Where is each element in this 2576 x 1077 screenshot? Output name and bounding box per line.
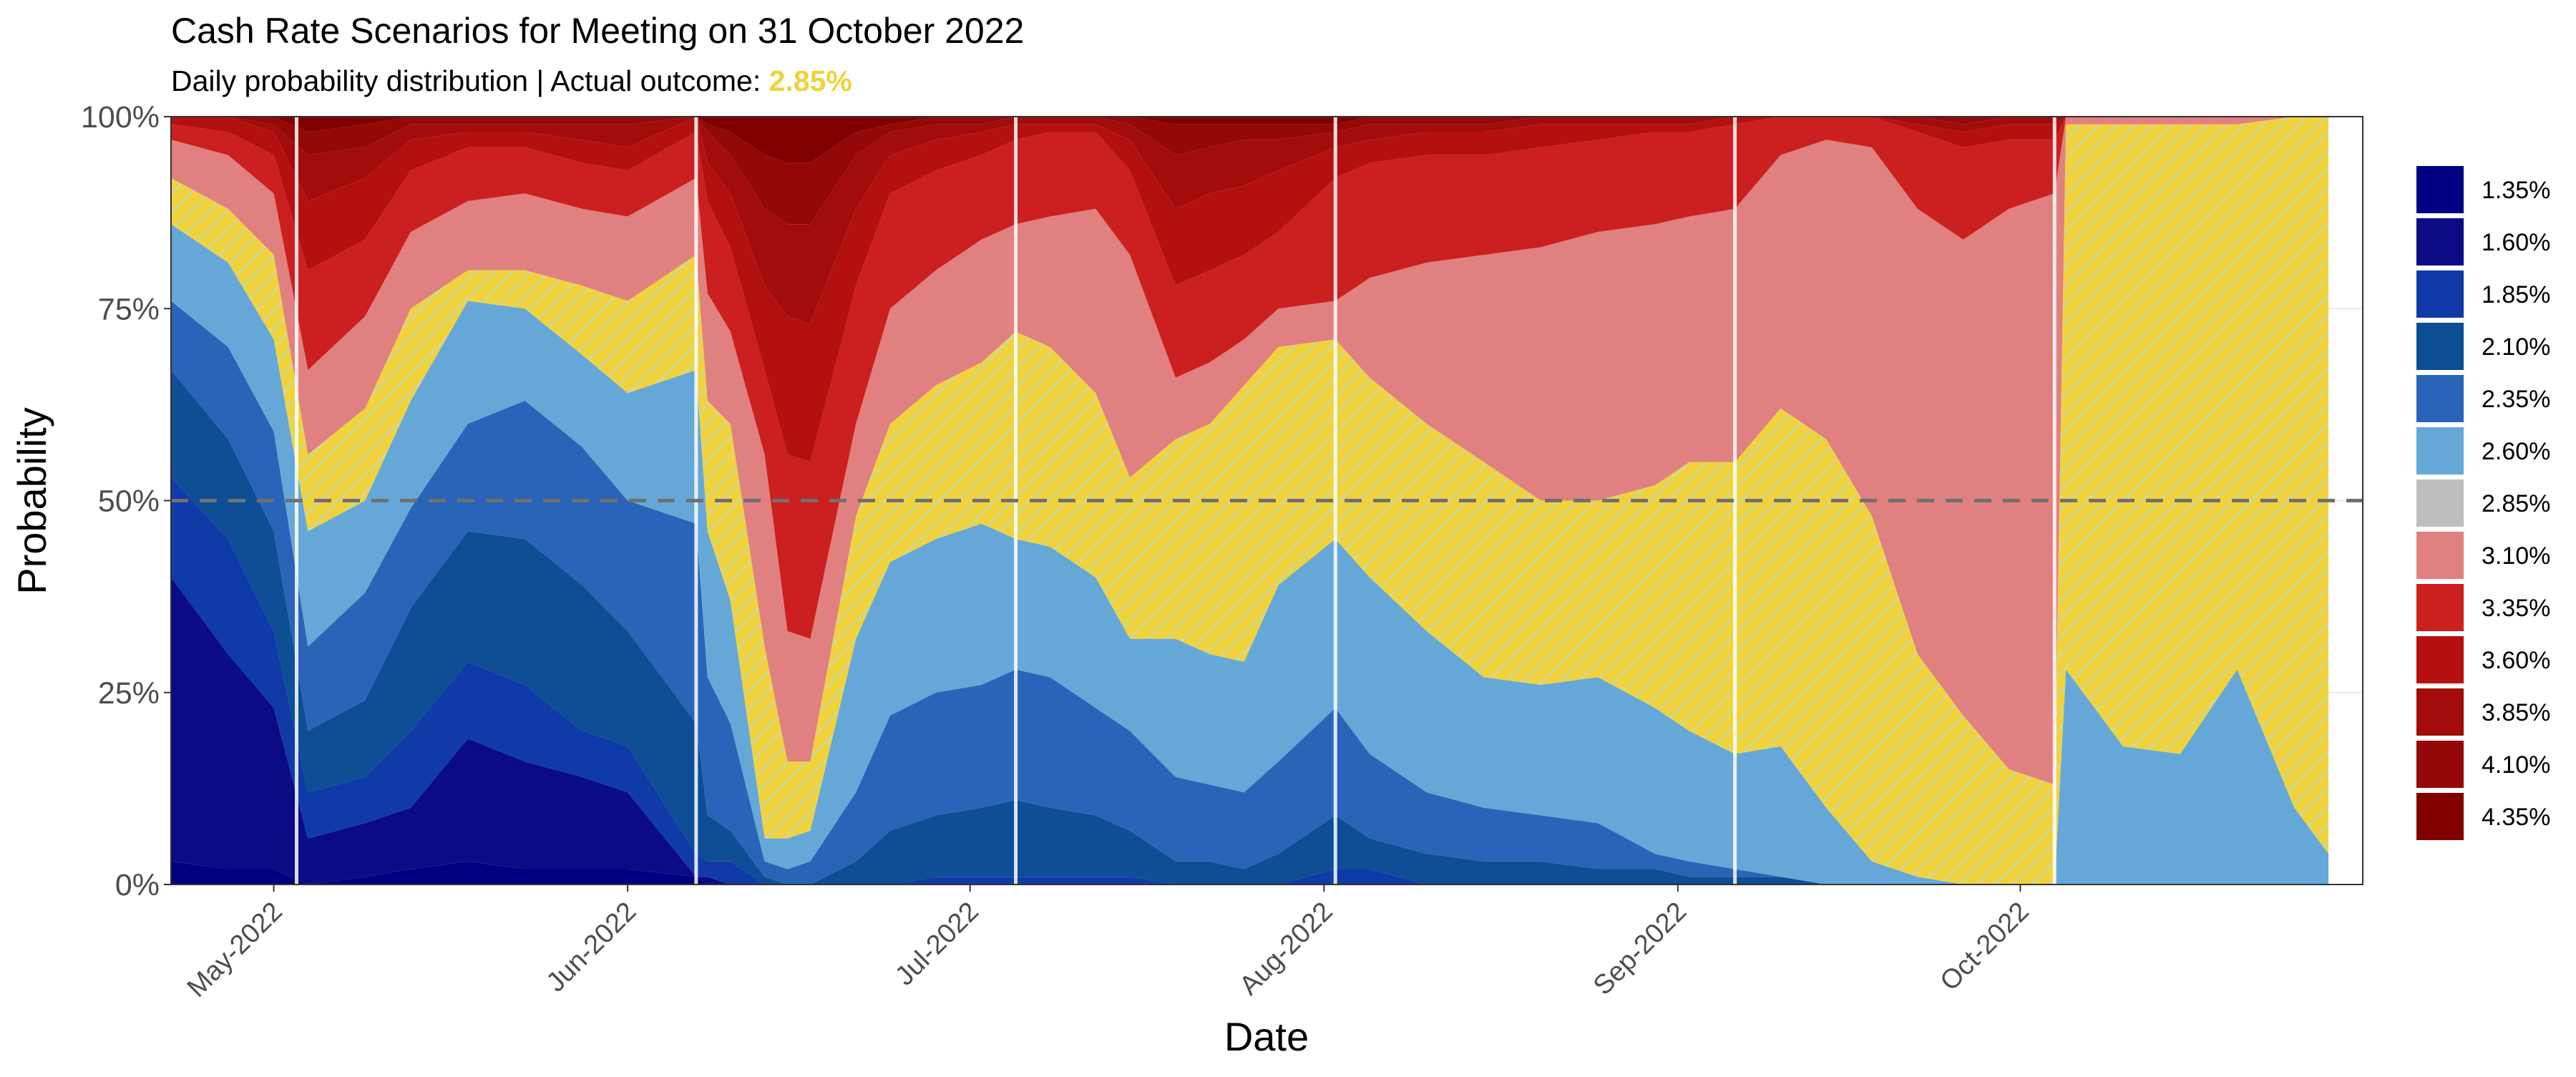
series-areas: [171, 117, 2329, 884]
legend-swatch-2-85pct: [2415, 478, 2465, 528]
legend-label: 2.35%: [2482, 386, 2550, 413]
legend-label: 4.35%: [2482, 804, 2550, 831]
legend-swatch-3-85pct: [2415, 687, 2465, 737]
area-series-1-35pct: [171, 861, 2329, 884]
legend-label: 1.35%: [2482, 177, 2550, 204]
y-tick-label: 25%: [98, 676, 160, 711]
area-series-3-10pct: [171, 117, 2329, 785]
legend-label: 3.35%: [2482, 595, 2550, 622]
y-tick-label: 75%: [98, 292, 160, 326]
legend-label: 2.85%: [2482, 490, 2550, 517]
area-series-3-35pct: [171, 117, 2329, 639]
x-tick-label: Jul-2022: [889, 897, 985, 992]
y-tick-label: 50%: [98, 484, 160, 519]
y-axis: 0% 25% 50% 75% 100%: [81, 100, 171, 902]
legend-swatch-3-60pct: [2415, 635, 2465, 685]
subtitle-prefix: Daily probability distribution | Actual …: [171, 64, 769, 97]
x-tick-label: Aug-2022: [1234, 897, 1338, 1001]
legend-swatch-1-35pct: [2415, 165, 2465, 215]
legend-label: 2.10%: [2482, 333, 2550, 361]
legend-label: 4.10%: [2482, 751, 2550, 779]
y-tick-label: 0%: [115, 868, 160, 902]
area-series-2-60pct: [171, 224, 2329, 884]
area-series-2-35pct: [171, 301, 2329, 884]
x-axis: May-2022 Jun-2022 Jul-2022 Aug-2022 Sep-2022…: [182, 884, 2035, 1003]
legend-label: 2.60%: [2482, 438, 2550, 465]
area-series-4-10pct: [171, 117, 2329, 225]
chart-title: Cash Rate Scenarios for Meeting on 31 Oc…: [171, 11, 1024, 51]
x-tick-label: Oct-2022: [1935, 897, 2035, 997]
area-series-2-85pct: [171, 117, 2329, 884]
legend-swatch-4-35pct: [2415, 791, 2465, 842]
legend-label: 3.10%: [2482, 542, 2550, 570]
area-series-3-60pct: [171, 117, 2329, 462]
y-axis-title: Probability: [9, 407, 54, 594]
x-axis-title: Date: [1224, 1014, 1309, 1059]
legend-swatch-4-10pct: [2415, 739, 2465, 789]
x-tick-label: Jun-2022: [541, 897, 643, 998]
chart-subtitle: Daily probability distribution | Actual …: [171, 64, 852, 97]
x-tick-label: May-2022: [182, 897, 288, 1003]
legend-swatch-3-35pct: [2415, 583, 2465, 633]
legend-swatch-1-60pct: [2415, 217, 2465, 267]
legend-swatch-3-10pct: [2415, 530, 2465, 580]
legend-swatch-1-85pct: [2415, 269, 2465, 319]
legend-label: 1.85%: [2482, 281, 2550, 308]
legend-label: 3.85%: [2482, 699, 2550, 726]
legend-label: 3.60%: [2482, 647, 2550, 674]
legend-swatch-2-35pct: [2415, 374, 2465, 424]
subtitle-highlight: 2.85%: [769, 64, 852, 97]
legend-swatch-2-60pct: [2415, 426, 2465, 476]
area-series-1-60pct: [171, 577, 2329, 884]
y-tick-label: 100%: [81, 100, 160, 135]
x-tick-label: Sep-2022: [1588, 897, 1692, 1001]
area-series-2-10pct: [171, 370, 2329, 884]
area-series-3-85pct: [171, 117, 2329, 324]
legend: 1.35% 1.60% 1.85% 2.10% 2.35% 2.60% 2.85% 3.10%…: [2415, 165, 2550, 842]
legend-label: 1.60%: [2482, 229, 2550, 256]
legend-swatch-2-10pct: [2415, 321, 2465, 371]
